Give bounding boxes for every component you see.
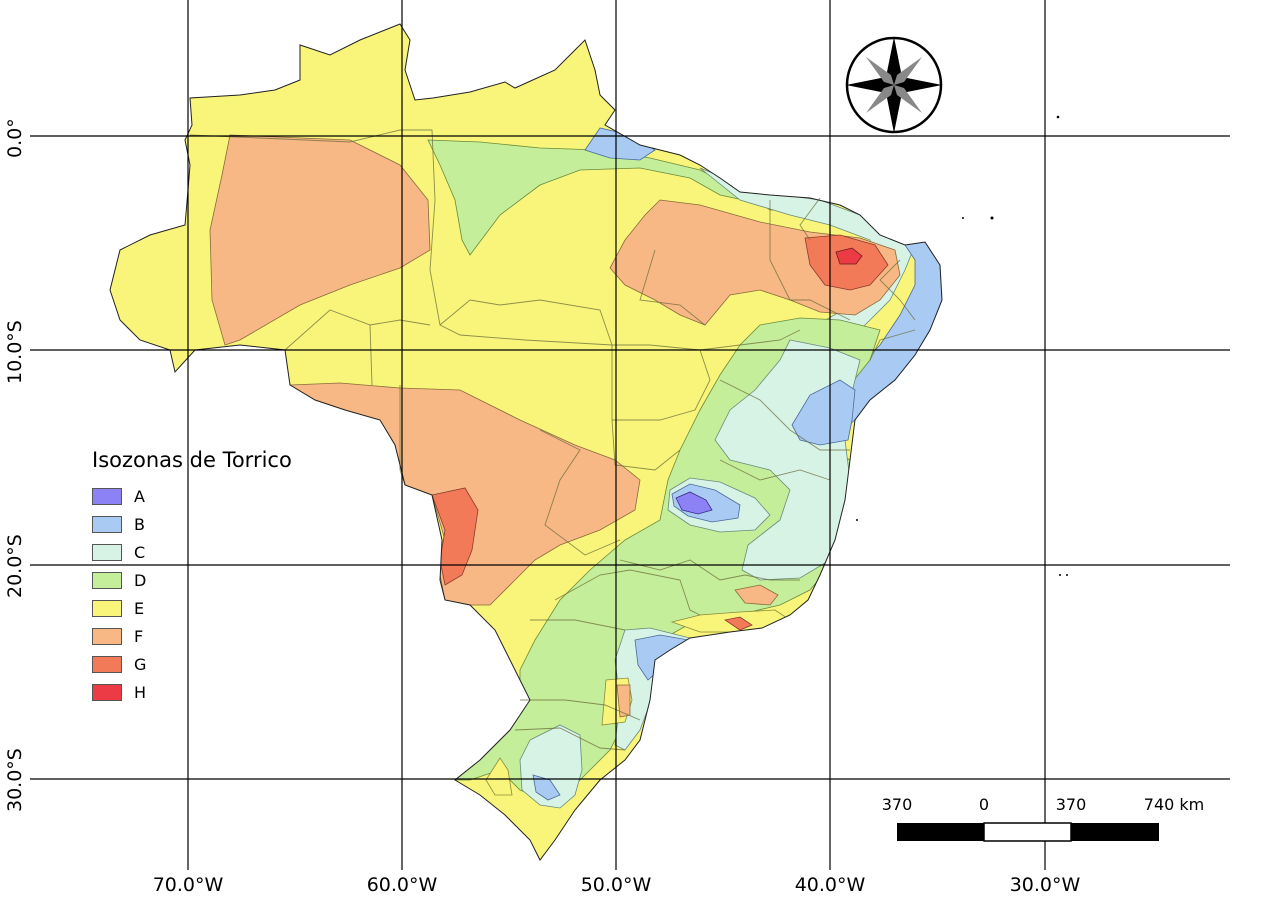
- lon-label-70w: 70.0°W: [152, 874, 224, 896]
- isozone-layer: [110, 24, 942, 860]
- legend-label: B: [134, 514, 145, 534]
- scale-label-mid: 370: [1055, 795, 1087, 814]
- legend-swatch: [92, 571, 122, 589]
- legend-label: D: [134, 570, 147, 590]
- legend-swatch: [92, 515, 122, 533]
- legend-label: A: [134, 486, 145, 506]
- legend-item-h: H: [92, 678, 292, 706]
- brazil-outline: [109, 23, 943, 861]
- legend-swatch: [92, 683, 122, 701]
- islands: [856, 115, 1068, 576]
- legend-swatch: [92, 627, 122, 645]
- legend-item-c: C: [92, 538, 292, 566]
- graticule: [30, 0, 1230, 870]
- compass-rose-icon: [845, 36, 943, 134]
- scale-label-right: 740 km: [1143, 795, 1205, 814]
- legend-swatch: [92, 599, 122, 617]
- legend-label: C: [134, 542, 146, 562]
- lat-label-0: 0.0°: [4, 118, 26, 158]
- lon-label-50w: 50.0°W: [580, 874, 652, 896]
- legend-label: E: [134, 598, 145, 618]
- legend-swatch: [92, 487, 122, 505]
- legend-swatch: [92, 543, 122, 561]
- legend-title: Isozonas de Torrico: [92, 448, 292, 472]
- scale-bar: [897, 822, 1159, 842]
- lon-label-30w: 30.0°W: [1009, 874, 1081, 896]
- legend-label: F: [134, 626, 144, 646]
- legend-item-e: E: [92, 594, 292, 622]
- state-borders: [189, 129, 916, 751]
- legend-item-d: D: [92, 566, 292, 594]
- legend-item-f: F: [92, 622, 292, 650]
- legend-item-a: A: [92, 482, 292, 510]
- lat-label-30s: 30.0°S: [4, 748, 26, 812]
- legend-label: G: [134, 654, 147, 674]
- scale-label-zero: 0: [978, 795, 990, 814]
- lon-label-40w: 40.0°W: [794, 874, 866, 896]
- lon-label-60w: 60.0°W: [366, 874, 438, 896]
- legend-label: H: [134, 682, 147, 702]
- legend-item-b: B: [92, 510, 292, 538]
- scale-label-left: 370: [881, 795, 913, 814]
- lat-label-10s: 10.0°S: [4, 320, 26, 384]
- legend-item-g: G: [92, 650, 292, 678]
- legend-swatch: [92, 655, 122, 673]
- lat-label-20s: 20.0°S: [4, 534, 26, 598]
